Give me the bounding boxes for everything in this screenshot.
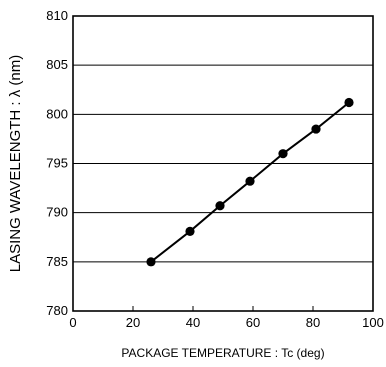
y-tick-label: 780 — [46, 303, 68, 318]
y-tick-label: 785 — [46, 254, 68, 269]
data-points — [146, 97, 354, 267]
y-tick-label: 810 — [46, 8, 68, 23]
x-tick-label: 60 — [246, 315, 260, 330]
x-tick-labels: 0 20 40 60 80 100 — [69, 315, 383, 330]
x-axis-label: PACKAGE TEMPERATURE : Tc (deg) — [121, 346, 324, 360]
data-point — [278, 149, 288, 159]
data-point — [344, 97, 354, 108]
y-tick-label: 800 — [46, 106, 68, 121]
y-axis-label: LASING WAVELENGTH : λ (nm) — [7, 55, 24, 273]
x-tick-label: 100 — [362, 315, 384, 330]
data-point — [185, 226, 195, 236]
data-point — [146, 257, 156, 267]
x-tick-label: 80 — [306, 315, 320, 330]
x-tick-label: 0 — [69, 315, 76, 330]
y-tick-label: 805 — [46, 57, 68, 72]
plot-frame — [72, 15, 374, 312]
y-tick-label: 790 — [46, 205, 68, 220]
x-tick-label: 40 — [186, 315, 200, 330]
data-point — [311, 124, 321, 134]
grid-lines — [72, 64, 374, 311]
x-tick-label: 20 — [126, 315, 140, 330]
data-point — [215, 201, 225, 211]
data-point — [245, 176, 255, 186]
y-tick-label: 795 — [46, 156, 68, 171]
y-tick-labels: 780 785 790 795 800 805 810 — [46, 8, 68, 318]
